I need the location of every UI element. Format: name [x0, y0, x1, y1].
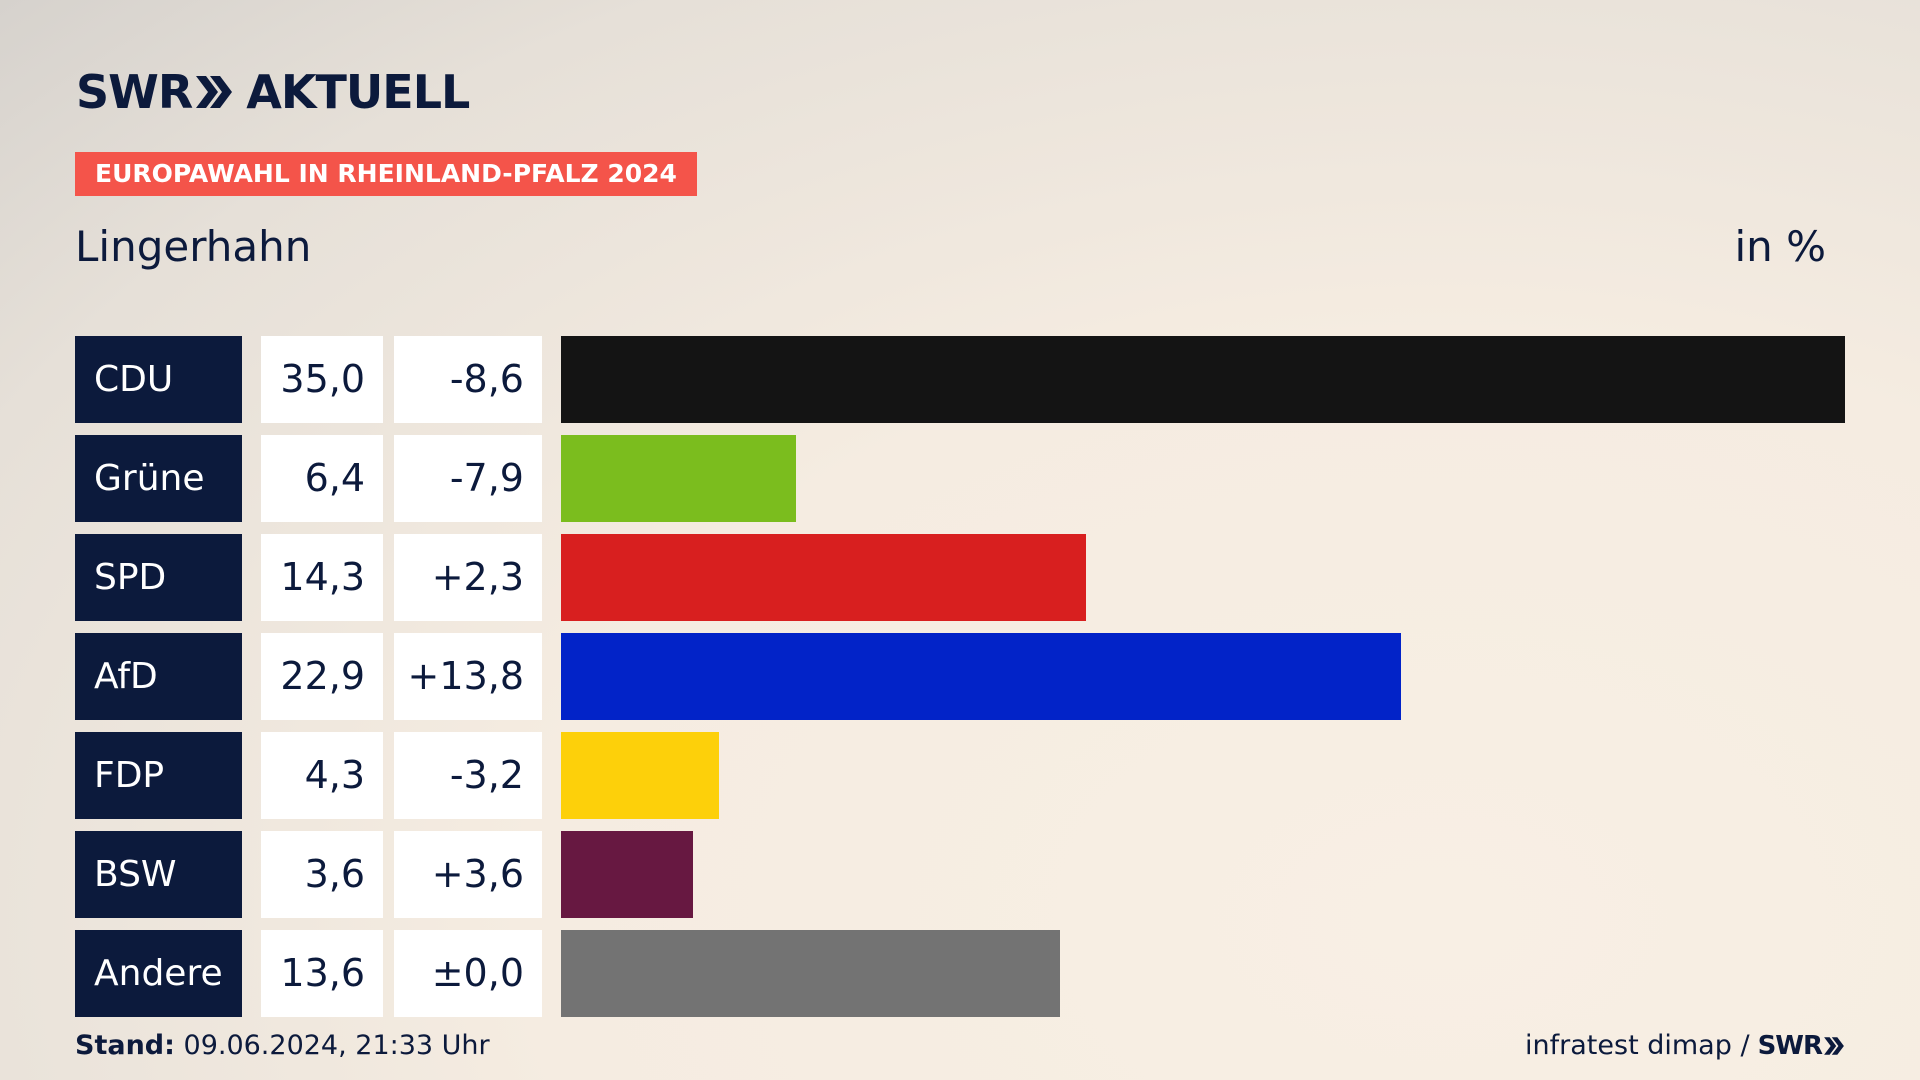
stand-label: Stand: [75, 1030, 175, 1061]
unit-label: in % [1734, 222, 1826, 271]
vote-bar [561, 534, 1086, 621]
party-label: AfD [75, 633, 242, 720]
party-label: FDP [75, 732, 242, 819]
vote-share-label: 13,6 [261, 930, 383, 1017]
double-chevron-icon [1824, 1036, 1844, 1055]
result-row: CDU 35,0 -8,6 [75, 336, 1845, 423]
vote-share-label: 6,4 [261, 435, 383, 522]
vote-bar [561, 336, 1845, 423]
party-label: BSW [75, 831, 242, 918]
result-row: Andere 13,6 ±0,0 [75, 930, 1845, 1017]
vote-bar [561, 732, 719, 819]
page-subtitle: Lingerhahn [75, 222, 312, 271]
result-row: BSW 3,6 +3,6 [75, 831, 1845, 918]
source-text: infratest dimap / [1525, 1030, 1750, 1061]
vote-bar [561, 435, 796, 522]
stand-value: 09.06.2024, 21:33 Uhr [183, 1030, 490, 1061]
change-label: +3,6 [394, 831, 542, 918]
party-label: Grüne [75, 435, 242, 522]
vote-share-label: 4,3 [261, 732, 383, 819]
vote-bar [561, 633, 1401, 720]
change-label: ±0,0 [394, 930, 542, 1017]
result-row: AfD 22,9 +13,8 [75, 633, 1845, 720]
party-label: CDU [75, 336, 242, 423]
change-label: +2,3 [394, 534, 542, 621]
change-label: -8,6 [394, 336, 542, 423]
change-label: +13,8 [394, 633, 542, 720]
double-chevron-icon [196, 76, 233, 108]
party-label: Andere [75, 930, 242, 1017]
logo-brand: SWR [76, 65, 193, 119]
vote-share-label: 22,9 [261, 633, 383, 720]
vote-bar [561, 930, 1060, 1017]
result-row: SPD 14,3 +2,3 [75, 534, 1845, 621]
vote-share-label: 14,3 [261, 534, 383, 621]
vote-share-label: 35,0 [261, 336, 383, 423]
result-row: Grüne 6,4 -7,9 [75, 435, 1845, 522]
change-label: -3,2 [394, 732, 542, 819]
logo-section: AKTUELL [246, 65, 470, 119]
vote-bar [561, 831, 693, 918]
swr-mini-logo: SWR [1758, 1031, 1845, 1061]
source-credit: infratest dimap / SWR [1525, 1030, 1845, 1061]
swr-aktuell-logo: SWR AKTUELL [76, 62, 470, 122]
source-brand: SWR [1757, 1030, 1823, 1061]
party-label: SPD [75, 534, 242, 621]
vote-share-label: 3,6 [261, 831, 383, 918]
result-row: FDP 4,3 -3,2 [75, 732, 1845, 819]
election-badge: EUROPAWAHL IN RHEINLAND-PFALZ 2024 [75, 152, 697, 196]
timestamp: Stand: 09.06.2024, 21:33 Uhr [75, 1030, 490, 1061]
change-label: -7,9 [394, 435, 542, 522]
